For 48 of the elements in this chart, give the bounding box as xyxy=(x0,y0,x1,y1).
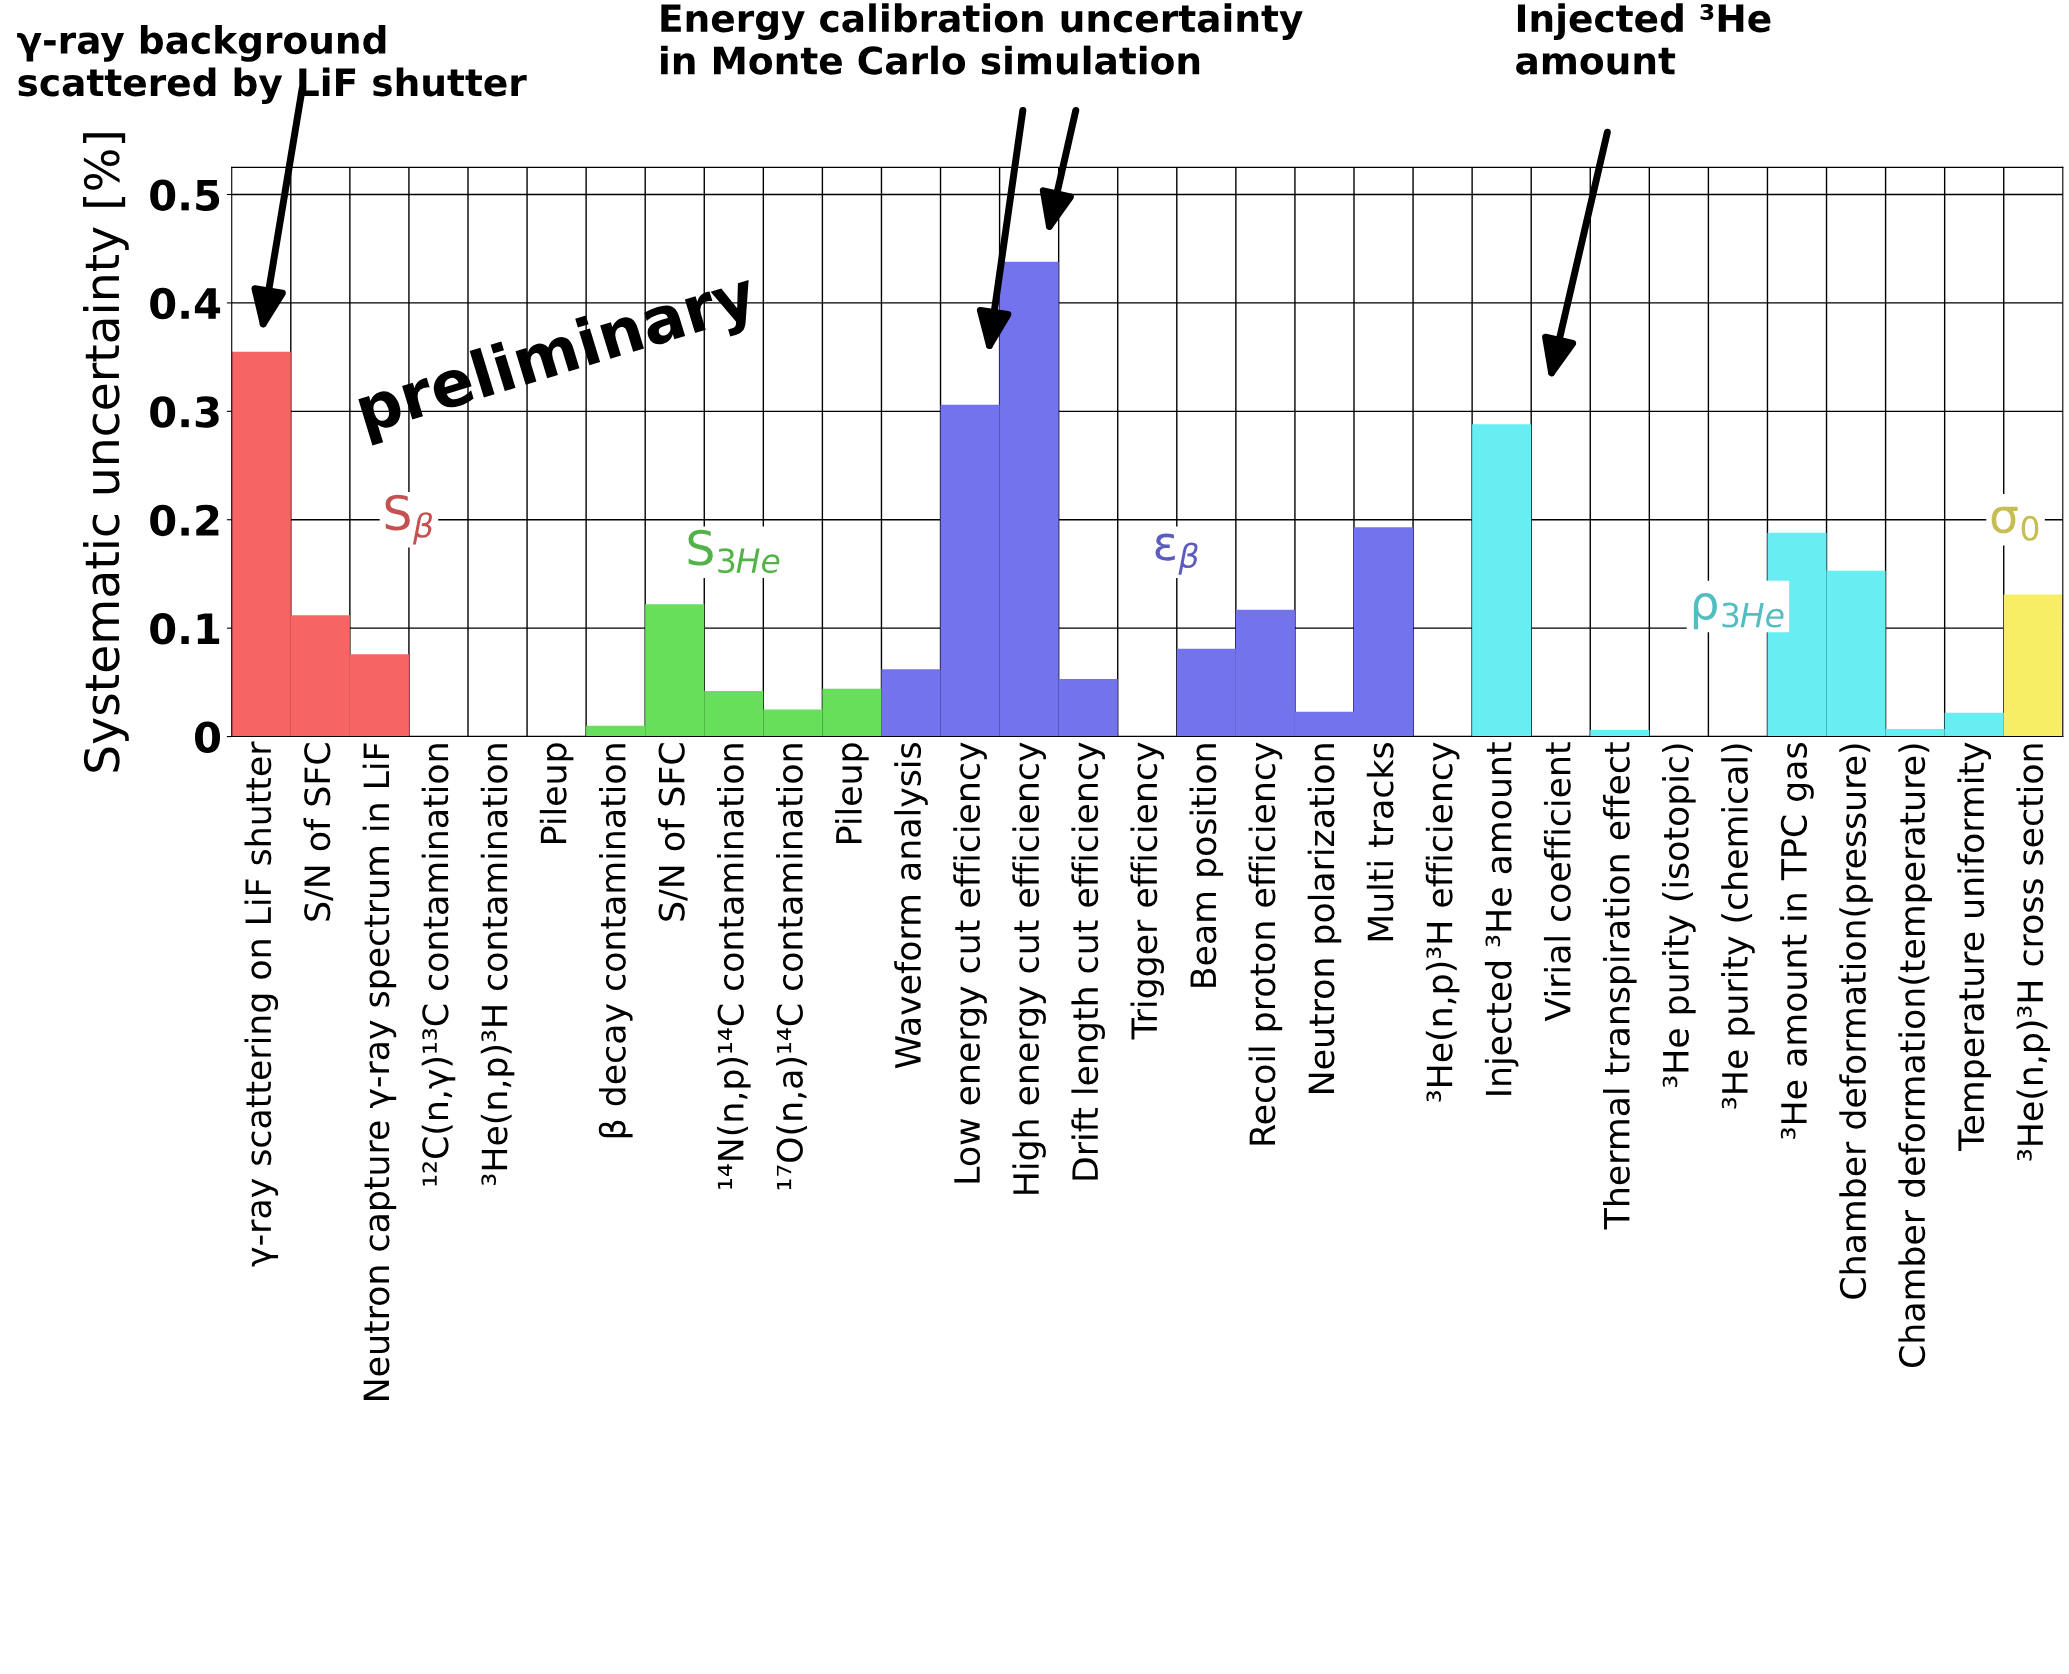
x-tick-label: Waveform analysis xyxy=(894,743,928,1069)
x-tick-label: S/N of SFC xyxy=(303,743,334,921)
x-tick-label: Recoil proton efficiency xyxy=(1248,742,1283,1145)
y-tick-label: 0.2 xyxy=(150,504,219,537)
bar xyxy=(2003,594,2063,737)
text: Injected ³He amount xyxy=(1516,3,1771,75)
x-tick-label: Thermal transpiration effect xyxy=(1602,742,1637,1230)
x-tick-label: ¹⁴N(n,p)¹⁴C contamination xyxy=(716,744,751,1189)
y-axis-title: Systematic uncertainty [%] xyxy=(83,133,129,772)
series-label: S$_{β}$ xyxy=(385,494,432,545)
x-tick-label: ³He(n,p)³H contamination xyxy=(480,744,515,1185)
y-tick-label: 0 xyxy=(195,721,221,753)
x-tick-label: Injected ³He amount xyxy=(1484,742,1519,1095)
y-tick-label: 0.4 xyxy=(150,287,221,320)
x-tick-label: High energy cut efficiency xyxy=(1012,742,1046,1194)
x-tick-label: ¹⁷O(n,a)¹⁴C contamination xyxy=(776,744,808,1190)
text: Energy calibration uncertainty in Monte Carlo simulation xyxy=(661,3,1303,75)
x-tick-label: Trigger efficiency xyxy=(1130,742,1165,1040)
x-tick-label: ³He purity (chemical) xyxy=(1721,744,1755,1109)
x-tick-label: Chamber deformation(temperature) xyxy=(1898,744,1932,1368)
y-tick-label: 0.5 xyxy=(150,179,220,211)
x-tick-label: Drift length cut efficiency xyxy=(1071,742,1105,1180)
x-tick-label: Multi tracks xyxy=(1366,743,1394,941)
series-label: ε$_{β}$ xyxy=(1155,533,1198,575)
bar xyxy=(1472,424,1532,737)
x-tick-label: Pileup xyxy=(835,743,869,843)
x-tick-label: Pileup xyxy=(539,743,574,843)
x-tick-label: Neutron polarization xyxy=(1307,744,1342,1093)
y-tick-label: 0.3 xyxy=(150,396,219,428)
x-tick-label: ¹²C(n,γ)¹³C contamination xyxy=(421,744,456,1186)
x-tick-label: β decay contamination xyxy=(598,744,633,1138)
x-tick-label: S/N of SFC xyxy=(657,743,688,921)
series-label: S$_{3He}$ xyxy=(688,529,780,574)
x-tick-label: Beam position xyxy=(1189,744,1224,987)
x-tick-label: γ-ray scattering on LiF shutter xyxy=(244,741,279,1267)
series-label: ρ$_{3He}$ xyxy=(1693,592,1784,630)
x-tick-label: ³He(n,p)³H cross section xyxy=(2016,744,2051,1161)
y-tick-label: 0.1 xyxy=(150,613,220,645)
series-label: σ$_{0}$ xyxy=(1991,506,2039,541)
x-tick-label: Neutron capture γ-ray spectrum in LiF xyxy=(362,743,397,1400)
x-tick-label: ³He(n,p)³H efficiency xyxy=(1425,742,1460,1102)
x-tick-label: Chamber deformation(pressure) xyxy=(1839,744,1873,1299)
x-tick-label: ³He purity (isotopic) xyxy=(1662,744,1696,1088)
x-tick-label: ³He amount in TPC gas xyxy=(1780,743,1814,1139)
x-tick-label: Virial coefficient xyxy=(1543,742,1571,1022)
bar xyxy=(1590,730,1650,737)
x-tick-label: Low energy cut efficiency xyxy=(953,742,987,1183)
x-tick-label: Temperature uniformity xyxy=(1957,742,1991,1151)
